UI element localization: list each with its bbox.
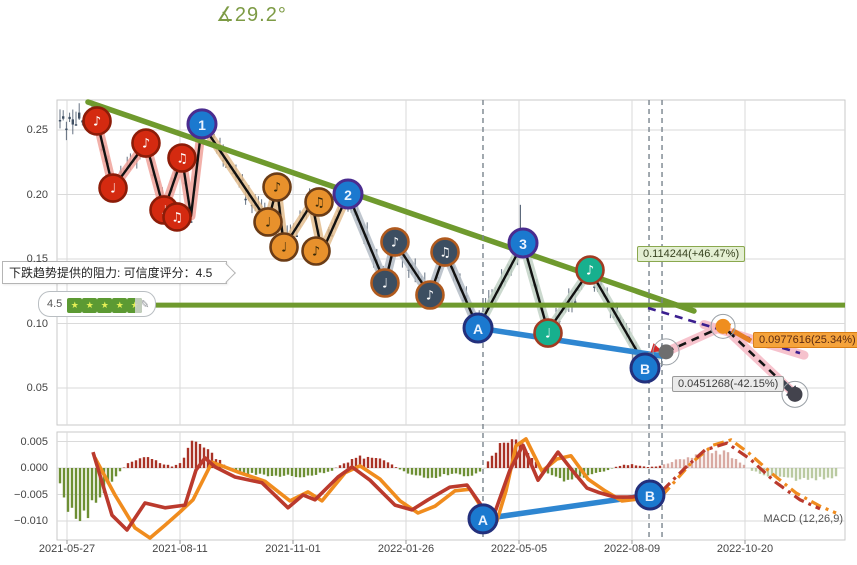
svg-text:♩: ♩ xyxy=(265,215,271,230)
target-price-annotation[interactable]: 0.114244(+46.47%) xyxy=(637,246,746,262)
star-icon: ★ xyxy=(127,298,143,313)
svg-text:B: B xyxy=(645,488,655,504)
macd-lines xyxy=(91,437,837,540)
date-xtick: 2022-01-26 xyxy=(377,543,435,555)
svg-text:3: 3 xyxy=(519,236,527,252)
macd-ytick: 0.005 xyxy=(20,435,48,448)
date-xtick: 2021-11-01 xyxy=(265,543,321,555)
star-icon: ★ xyxy=(67,298,83,313)
wave-marker-B[interactable]: B xyxy=(634,479,666,511)
trend-angle-title: ∡29.2° xyxy=(216,4,287,26)
macd-ytick: −0.010 xyxy=(14,515,48,527)
star-icon: ★ xyxy=(112,298,128,313)
svg-text:♪: ♪ xyxy=(586,264,594,279)
price-ytick: 0.20 xyxy=(26,188,48,201)
tooltip-text: 下跌趋势提供的阻力: 可信度评分：4.5 xyxy=(9,266,213,280)
note-marker-navy[interactable]: ♫ xyxy=(430,237,460,267)
wave-marker-1[interactable]: 1 xyxy=(186,108,218,140)
rating-value: 4.5 xyxy=(47,298,63,310)
svg-text:♪: ♪ xyxy=(426,288,434,303)
star-rating-icons: ★ ★ ★ ★ ★ xyxy=(67,295,143,313)
note-marker-navy[interactable]: ♪ xyxy=(415,280,445,310)
note-marker-orange[interactable]: ♩ xyxy=(253,207,283,237)
price-ytick: 0.15 xyxy=(26,253,48,265)
edit-icon[interactable]: ✎ xyxy=(140,298,150,311)
star-icon: ★ xyxy=(82,298,98,313)
svg-text:♪: ♪ xyxy=(142,137,150,152)
svg-text:A: A xyxy=(478,512,488,528)
macd-histogram xyxy=(58,439,838,522)
note-marker-orange[interactable]: ♫ xyxy=(304,187,334,217)
svg-text:♫: ♫ xyxy=(171,210,183,225)
wave-marker-A[interactable]: A xyxy=(467,503,499,535)
macd-ytick: −0.005 xyxy=(14,488,48,501)
trend-resistance-tooltip: 下跌趋势提供的阻力: 可信度评分：4.5 xyxy=(2,261,237,284)
note-marker-red[interactable]: ♩ xyxy=(98,173,128,203)
svg-text:♪: ♪ xyxy=(312,245,320,260)
date-xtick: 2021-05-27 xyxy=(38,543,96,555)
svg-text:♩: ♩ xyxy=(281,241,287,256)
note-markers: ♪♩♪♩♫♫♪♩♩♫♪♪♩♫♪♪♩ xyxy=(82,106,605,348)
wave-marker-2[interactable]: 2 xyxy=(332,178,364,210)
wave-marker-B[interactable]: B xyxy=(629,352,661,384)
svg-text:1: 1 xyxy=(198,117,206,133)
price-projection xyxy=(647,306,809,408)
note-marker-navy[interactable]: ♩ xyxy=(370,268,400,298)
note-marker-teal[interactable]: ♪ xyxy=(575,255,605,285)
note-marker-red[interactable]: ♫ xyxy=(167,143,197,173)
note-marker-orange[interactable]: ♪ xyxy=(301,236,331,266)
note-marker-red[interactable]: ♪ xyxy=(82,106,112,136)
note-marker-orange[interactable]: ♪ xyxy=(262,172,292,202)
svg-text:B: B xyxy=(640,361,650,377)
projection-dot[interactable] xyxy=(787,386,803,402)
macd-ytick: 0.000 xyxy=(20,462,48,474)
note-marker-orange[interactable]: ♩ xyxy=(269,232,299,262)
price-ytick: 0.05 xyxy=(26,382,48,394)
note-marker-navy[interactable]: ♪ xyxy=(380,227,410,257)
date-xtick: 2021-08-11 xyxy=(152,543,208,555)
wave-marker-A[interactable]: A xyxy=(462,312,494,344)
svg-text:♪: ♪ xyxy=(93,114,101,129)
note-marker-red[interactable]: ♪ xyxy=(131,128,161,158)
svg-text:2: 2 xyxy=(344,187,352,203)
date-xtick: 2022-08-09 xyxy=(603,543,661,555)
note-marker-red[interactable]: ♫ xyxy=(162,202,192,232)
confidence-rating-badge[interactable]: 4.5 ★ ★ ★ ★ ★ ✎ xyxy=(38,291,156,317)
price-ytick: 0.25 xyxy=(26,124,48,136)
svg-text:♫: ♫ xyxy=(439,246,451,261)
price-ytick: 0.10 xyxy=(26,317,48,330)
mid-price-annotation[interactable]: 0.0977616(25.34%) xyxy=(753,332,857,348)
projection-dot[interactable] xyxy=(658,344,674,360)
svg-text:♩: ♩ xyxy=(382,276,388,291)
wave-markers: 1 2 3 A B A B xyxy=(186,108,666,535)
svg-text:♩: ♩ xyxy=(545,327,551,342)
date-xtick: 2022-10-20 xyxy=(716,543,774,555)
svg-text:♪: ♪ xyxy=(273,181,281,196)
macd-indicator-label: MACD (12,26,9) xyxy=(763,513,843,525)
svg-text:A: A xyxy=(473,321,483,337)
svg-text:♪: ♪ xyxy=(391,235,399,250)
svg-text:♫: ♫ xyxy=(176,151,188,166)
wave-marker-3[interactable]: 3 xyxy=(507,227,539,259)
stop-price-annotation[interactable]: 0.0451268(-42.15%) xyxy=(672,376,785,392)
projection-dot[interactable] xyxy=(715,318,731,334)
svg-text:♫: ♫ xyxy=(313,195,325,210)
note-marker-teal[interactable]: ♩ xyxy=(533,318,563,348)
svg-text:♩: ♩ xyxy=(110,182,116,197)
star-icon: ★ xyxy=(97,298,113,313)
date-xtick: 2022-05-05 xyxy=(490,543,548,555)
